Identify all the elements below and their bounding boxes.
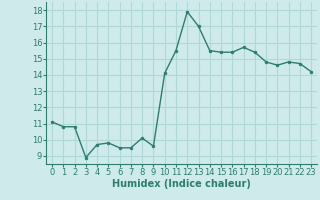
X-axis label: Humidex (Indice chaleur): Humidex (Indice chaleur) <box>112 179 251 189</box>
